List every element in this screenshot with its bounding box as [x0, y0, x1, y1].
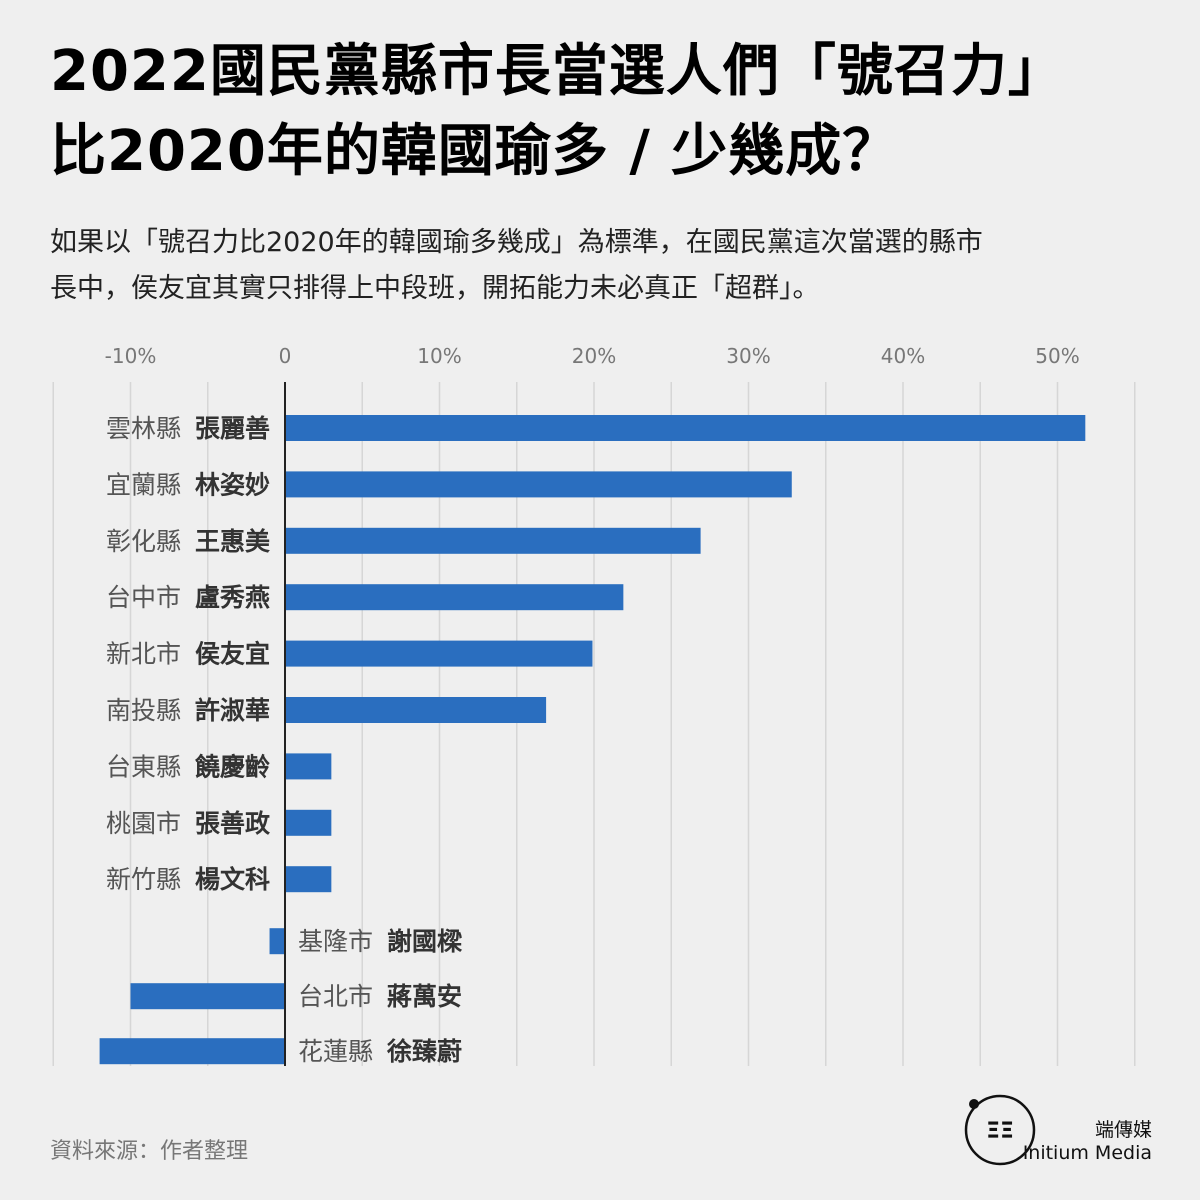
subtitle-line-1: 如果以「號召力比2020年的韓國瑜多幾成」為標準，在國民黨這次當選的縣市: [50, 227, 983, 258]
title-line-1: 2022國民黨縣市長當選人們「號召力」: [50, 39, 1065, 104]
category-label: 彰化縣 王惠美: [106, 527, 270, 556]
brand-name-zh: 端傳媒: [1094, 1119, 1152, 1141]
x-tick-label: 0: [279, 344, 292, 368]
region-label: 新北市: [106, 640, 181, 669]
candidate-label: 張善政: [195, 809, 271, 838]
region-label: 新竹縣: [106, 865, 181, 894]
category-label: 花蓮縣 徐臻蔚: [298, 1037, 462, 1066]
candidate-label: 侯友宜: [195, 640, 270, 669]
category-label: 宜蘭縣 林姿妙: [106, 470, 270, 499]
category-label: 南投縣 許淑華: [106, 696, 270, 725]
brand-name-en: Initium Media: [1022, 1142, 1152, 1164]
x-tick-label: 40%: [881, 344, 925, 368]
candidate-label: 張麗善: [195, 414, 270, 443]
category-label: 台中市 盧秀燕: [106, 583, 270, 612]
logo-glyph: ΞΞ: [986, 1119, 1014, 1144]
candidate-label: 蔣萬安: [387, 982, 462, 1011]
category-label: 桃園市 張善政: [106, 809, 271, 838]
candidate-label: 盧秀燕: [195, 583, 270, 612]
x-tick-label: -10%: [105, 344, 157, 368]
candidate-label: 饒慶齡: [195, 752, 270, 781]
candidate-label: 王惠美: [195, 527, 270, 556]
category-label: 雲林縣 張麗善: [106, 414, 270, 443]
candidate-label: 許淑華: [195, 696, 270, 725]
candidate-label: 楊文科: [195, 865, 270, 894]
region-label: 雲林縣: [106, 414, 181, 443]
bar: [285, 415, 1086, 441]
page-title: 2022國民黨縣市長當選人們「號召力」 比2020年的韓國瑜多 / 少幾成？: [50, 32, 1160, 192]
bar: [285, 866, 332, 893]
category-label: 新北市 侯友宜: [106, 640, 270, 669]
title-line-2: 比2020年的韓國瑜多 / 少幾成？: [50, 119, 900, 184]
x-tick-label: 30%: [726, 344, 770, 368]
candidate-label: 林姿妙: [195, 470, 270, 499]
region-label: 彰化縣: [106, 527, 181, 556]
bar: [285, 753, 332, 780]
region-label: 花蓮縣: [298, 1037, 373, 1066]
category-label: 台北市 蔣萬安: [298, 982, 462, 1011]
initium-logo: ΞΞ: [964, 1094, 1036, 1166]
category-label: 台東縣 饒慶齡: [106, 752, 270, 781]
page-subtitle: 如果以「號召力比2020年的韓國瑜多幾成」為標準，在國民黨這次當選的縣市 長中，…: [50, 220, 1160, 312]
x-tick-label: 10%: [417, 344, 461, 368]
bar: [285, 640, 593, 667]
bar: [99, 1038, 285, 1065]
bar: [285, 471, 792, 498]
x-tick-label: 50%: [1035, 344, 1079, 368]
bar: [285, 697, 547, 723]
bar: [285, 584, 624, 611]
candidate-label: 徐臻蔚: [386, 1037, 462, 1066]
bar: [285, 527, 701, 554]
region-label: 台北市: [298, 982, 373, 1011]
bar: [269, 928, 285, 955]
bar: [130, 983, 285, 1010]
region-label: 基隆市: [298, 927, 373, 956]
region-label: 南投縣: [106, 696, 181, 725]
category-label: 新竹縣 楊文科: [106, 865, 270, 894]
bar: [285, 809, 332, 836]
region-label: 台中市: [106, 583, 181, 612]
region-label: 桃園市: [106, 809, 181, 838]
x-tick-label: 20%: [572, 344, 616, 368]
candidate-label: 謝國樑: [387, 927, 463, 956]
region-label: 宜蘭縣: [106, 470, 181, 499]
source-note: 資料來源：作者整理: [50, 1139, 249, 1164]
category-label: 基隆市 謝國樑: [298, 927, 463, 956]
subtitle-line-2: 長中，侯友宜其實只排得上中段班，開拓能力未必真正「超群」。: [50, 273, 820, 304]
region-label: 台東縣: [106, 752, 181, 781]
